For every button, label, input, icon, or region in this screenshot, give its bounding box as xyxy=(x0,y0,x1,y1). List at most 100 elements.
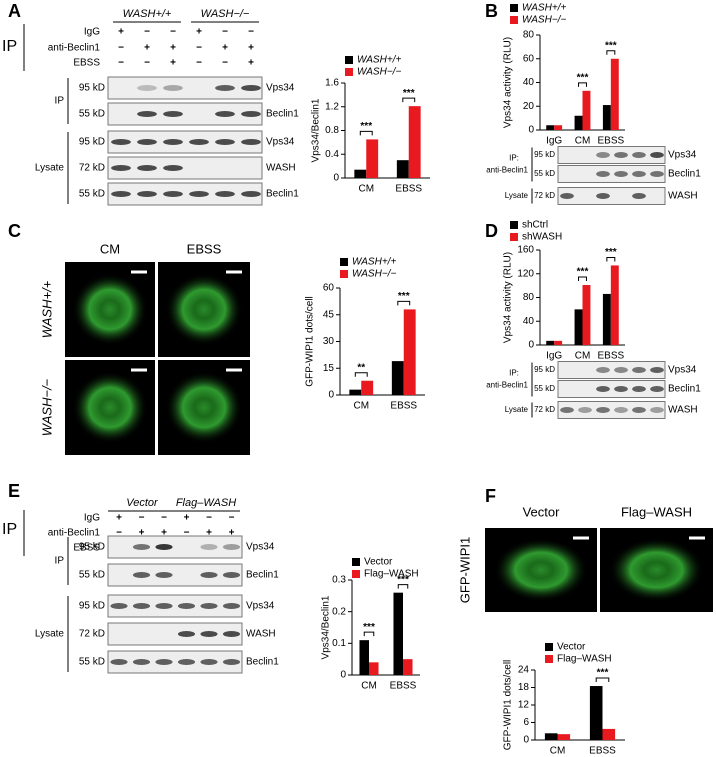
sign: + xyxy=(170,58,176,69)
sign: − xyxy=(222,27,228,38)
sign: − xyxy=(196,58,202,69)
x-tick-label: EBSS xyxy=(390,681,417,692)
bar xyxy=(602,105,611,130)
kd-label: 55 kD xyxy=(534,384,555,393)
group-sublabel: anti-Beclin1 xyxy=(486,166,528,175)
y-axis-label: Vps34/Beclin1 xyxy=(321,595,332,659)
bar xyxy=(349,389,362,395)
sign: − xyxy=(161,513,167,524)
y-tick-label: 1.2 xyxy=(325,101,339,112)
sign: − xyxy=(139,513,145,524)
band xyxy=(596,386,610,392)
blot-strip xyxy=(107,650,243,674)
bar xyxy=(574,115,583,130)
y-tick-label: 0 xyxy=(528,340,534,351)
x-tick-label: CM xyxy=(358,184,374,195)
bar xyxy=(403,309,416,395)
blot-strip xyxy=(107,182,263,206)
blot-strip xyxy=(107,130,263,154)
group-label: Lysate xyxy=(505,405,529,414)
band xyxy=(163,191,183,197)
y-tick-label: 1.6 xyxy=(325,78,339,89)
band xyxy=(596,407,610,413)
significance-label: *** xyxy=(360,121,372,132)
blot-strip xyxy=(557,361,666,379)
kd-label: 95 kD xyxy=(534,365,555,374)
legend-swatch xyxy=(510,221,518,229)
band xyxy=(596,171,610,177)
band xyxy=(132,659,151,665)
y-tick-label: 80 xyxy=(523,292,535,303)
band xyxy=(215,139,235,145)
band xyxy=(200,572,218,578)
significance-bracket xyxy=(578,276,587,282)
sign: + xyxy=(118,27,124,38)
band xyxy=(614,171,628,177)
band xyxy=(241,111,261,117)
image-column-label: EBSS xyxy=(187,241,222,256)
band xyxy=(650,386,664,392)
blot-strip xyxy=(557,380,666,398)
band xyxy=(222,603,241,609)
band xyxy=(632,171,646,177)
band xyxy=(560,407,574,413)
significance-bracket xyxy=(359,130,373,136)
y-tick-label: 40 xyxy=(523,77,535,88)
sign: + xyxy=(184,513,190,524)
significance-bracket xyxy=(402,97,416,103)
significance-bracket xyxy=(606,50,616,55)
cell xyxy=(609,538,704,602)
y-tick-label: 30 xyxy=(323,336,335,347)
legend-swatch xyxy=(510,16,518,24)
band xyxy=(200,544,218,550)
band xyxy=(155,572,173,578)
band xyxy=(215,111,235,117)
blot-strip xyxy=(107,563,243,587)
kd-label: 55 kD xyxy=(79,109,105,120)
condition-label: IgG xyxy=(84,513,100,524)
band xyxy=(222,659,241,665)
group-label: IP xyxy=(55,96,65,107)
image-row-label: WASH+/+ xyxy=(39,280,54,338)
bar xyxy=(359,640,369,675)
blot-strip xyxy=(107,156,263,180)
ip-label: IP xyxy=(2,38,17,55)
significance-label: *** xyxy=(397,574,409,585)
protein-label: Vps34 xyxy=(668,365,697,376)
condition-label: IgG xyxy=(84,27,100,38)
kd-label: 55 kD xyxy=(79,570,105,581)
y-tick-label: 6 xyxy=(523,717,529,728)
y-tick-label: 60 xyxy=(323,283,335,294)
sign: − xyxy=(248,27,254,38)
legend-swatch xyxy=(352,570,360,578)
band xyxy=(132,572,151,578)
blot-strip xyxy=(557,146,666,164)
x-tick-label: EBSS xyxy=(390,401,417,412)
band xyxy=(137,165,157,171)
band xyxy=(189,139,209,145)
band xyxy=(155,659,173,665)
sign: − xyxy=(116,528,122,539)
significance-label: *** xyxy=(363,622,375,633)
bar xyxy=(554,125,563,130)
band xyxy=(137,85,157,91)
protein-label: Vps34 xyxy=(266,83,295,94)
y-tick-label: 120 xyxy=(517,268,534,279)
band xyxy=(596,152,610,158)
cell xyxy=(72,273,148,346)
legend-label: Flag–WASH xyxy=(557,654,612,665)
y-tick-label: 0.1 xyxy=(332,638,346,649)
significance-bracket xyxy=(397,584,409,589)
band xyxy=(632,407,646,413)
band xyxy=(177,659,196,665)
group-label: Lysate xyxy=(505,191,529,200)
protein-label: Vps34 xyxy=(246,601,275,612)
group-label: IP: xyxy=(509,369,519,378)
legend-label: WASH−/− xyxy=(522,15,566,26)
band xyxy=(110,603,128,609)
legend-label: WASH−/− xyxy=(357,67,401,78)
significance-bracket xyxy=(363,631,375,637)
band xyxy=(163,85,183,91)
legend-label: Vector xyxy=(557,642,586,653)
protein-label: Vps34 xyxy=(246,542,275,553)
